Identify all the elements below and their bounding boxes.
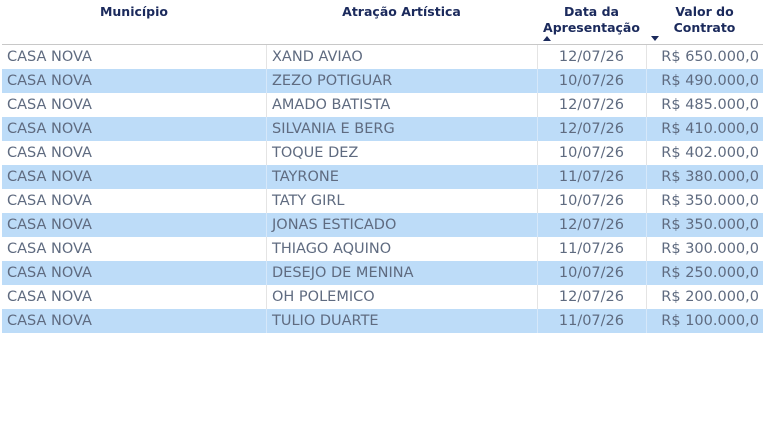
table-cell: 12/07/26 (537, 285, 646, 309)
table-row[interactable]: CASA NOVA ZEZO POTIGUAR 10/07/26 R$ 490.000… (2, 69, 763, 93)
header-text: Município (99, 4, 169, 19)
table-cell: 11/07/26 (537, 165, 646, 189)
column-header[interactable]: Valor do Contrato (646, 4, 763, 44)
table-cell: JONAS ESTICADO (266, 213, 537, 237)
table-cell: R$ 410.000,0 (646, 117, 763, 141)
table-cell: CASA NOVA (7, 241, 92, 257)
column-header[interactable]: Data da Apresentação (537, 4, 646, 44)
table-cell: CASA NOVA (7, 49, 92, 65)
table-row[interactable]: CASA NOVA JONAS ESTICADO 12/07/26 R$ 350.00… (2, 213, 763, 237)
table-cell: CASA NOVA (7, 193, 92, 209)
header-text: Atração Artística (342, 4, 461, 19)
header-text: Data da Apresentação (543, 4, 640, 35)
table-row[interactable]: CASA NOVA TATY GIRL 10/07/26 R$ 350.000,0 (2, 189, 763, 213)
table-cell: CASA NOVA (7, 145, 92, 161)
table-cell: CASA NOVA (7, 217, 92, 233)
table-row[interactable]: CASA NOVA TOQUE DEZ 10/07/26 R$ 402.000,0 (2, 141, 763, 165)
table-row[interactable]: CASA NOVA DESEJO DE MENINA 10/07/26 R$ 250.… (2, 261, 763, 285)
table-cell: SILVANIA E BERG (266, 117, 537, 141)
table-cell: R$ 350.000,0 (646, 213, 763, 237)
table-cell: OH POLEMICO (266, 285, 537, 309)
table-row[interactable]: CASA NOVA THIAGO AQUINO 11/07/26 R$ 300.000… (2, 237, 763, 261)
column-header[interactable]: Município (2, 4, 266, 44)
table-cell: TATY GIRL (266, 189, 537, 213)
table-cell: 10/07/26 (537, 69, 646, 93)
table-cell: TULIO DUARTE (266, 309, 537, 333)
table-cell: 12/07/26 (537, 93, 646, 117)
table-cell: THIAGO AQUINO (266, 237, 537, 261)
table-cell: CASA NOVA (7, 289, 92, 305)
table-cell: AMADO BATISTA (266, 93, 537, 117)
table-cell: CASA NOVA (7, 121, 92, 137)
table-cell: CASA NOVA (7, 169, 92, 185)
table-cell: R$ 485.000,0 (646, 93, 763, 117)
table-cell: 11/07/26 (537, 309, 646, 333)
table-cell: 10/07/26 (537, 261, 646, 285)
header-text: Valor do Contrato (673, 4, 736, 35)
header-border (2, 44, 763, 45)
table-row[interactable]: CASA NOVA XAND AVIAO 12/07/26 R$ 650.000,0 (2, 45, 763, 69)
table-cell: R$ 250.000,0 (646, 261, 763, 285)
table-cell: R$ 490.000,0 (646, 69, 763, 93)
sort-indicator (651, 36, 659, 41)
table-cell: CASA NOVA (7, 73, 92, 89)
table-cell: 12/07/26 (537, 45, 646, 69)
table-row[interactable]: CASA NOVA TAYRONE 11/07/26 R$ 380.000,0 (2, 165, 763, 189)
table-cell: R$ 300.000,0 (646, 237, 763, 261)
column-header[interactable]: Atração Artística (266, 4, 537, 44)
table-row[interactable]: CASA NOVA OH POLEMICO 12/07/26 R$ 200.000,0 (2, 285, 763, 309)
table-cell: 11/07/26 (537, 237, 646, 261)
table-cell: ZEZO POTIGUAR (266, 69, 537, 93)
table-cell: TAYRONE (266, 165, 537, 189)
table-cell: R$ 200.000,0 (646, 285, 763, 309)
table-cell: R$ 402.000,0 (646, 141, 763, 165)
table-cell: 12/07/26 (537, 213, 646, 237)
table-cell: 10/07/26 (537, 141, 646, 165)
table-cell: CASA NOVA (7, 97, 92, 113)
table-cell: TOQUE DEZ (266, 141, 537, 165)
table-cell: XAND AVIAO (266, 45, 537, 69)
sort-indicator (543, 36, 551, 41)
table-row[interactable]: CASA NOVA AMADO BATISTA 12/07/26 R$ 485.000… (2, 93, 763, 117)
table-cell: R$ 350.000,0 (646, 189, 763, 213)
table-cell: DESEJO DE MENINA (266, 261, 537, 285)
table-cell: CASA NOVA (7, 313, 92, 329)
table-row[interactable]: CASA NOVA TULIO DUARTE 11/07/26 R$ 100.000,… (2, 309, 763, 333)
table-cell: R$ 650.000,0 (646, 45, 763, 69)
table-row[interactable]: CASA NOVA SILVANIA E BERG 12/07/26 R$ 410.0… (2, 117, 763, 141)
table-cell: 10/07/26 (537, 189, 646, 213)
table-cell: CASA NOVA (7, 265, 92, 281)
table-cell: 12/07/26 (537, 117, 646, 141)
table-cell: R$ 380.000,0 (646, 165, 763, 189)
table-cell: R$ 100.000,0 (646, 309, 763, 333)
